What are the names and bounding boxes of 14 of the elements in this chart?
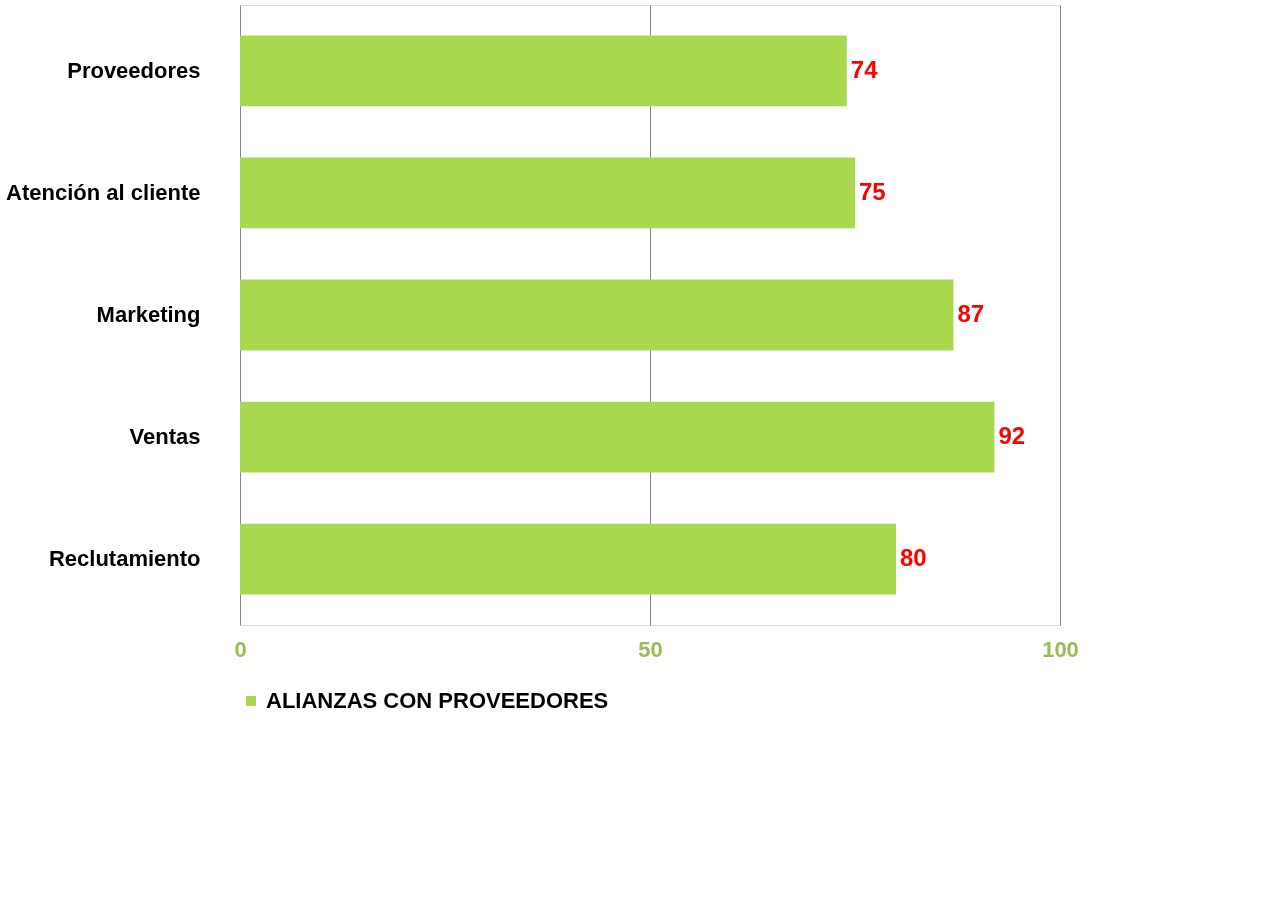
y-tick-label: Ventas bbox=[129, 424, 201, 450]
y-tick-label: Proveedores bbox=[67, 57, 201, 83]
data-label: 87 bbox=[957, 300, 985, 327]
y-tick-label: Reclutamiento bbox=[48, 546, 201, 572]
y-tick-label: Atención al cliente bbox=[6, 179, 201, 205]
x-tick-label: 50 bbox=[638, 636, 663, 662]
data-label: 74 bbox=[850, 55, 879, 83]
legend-label: ALIANZAS CON PROVEEDORES bbox=[266, 688, 609, 713]
x-tick-label: 0 bbox=[234, 636, 247, 662]
data-label: 75 bbox=[859, 177, 886, 205]
x-tick-label: 100 bbox=[1042, 636, 1079, 662]
data-label: 80 bbox=[900, 544, 927, 572]
y-tick-label: Marketing bbox=[96, 302, 201, 327]
data-label: 92 bbox=[998, 422, 1026, 450]
